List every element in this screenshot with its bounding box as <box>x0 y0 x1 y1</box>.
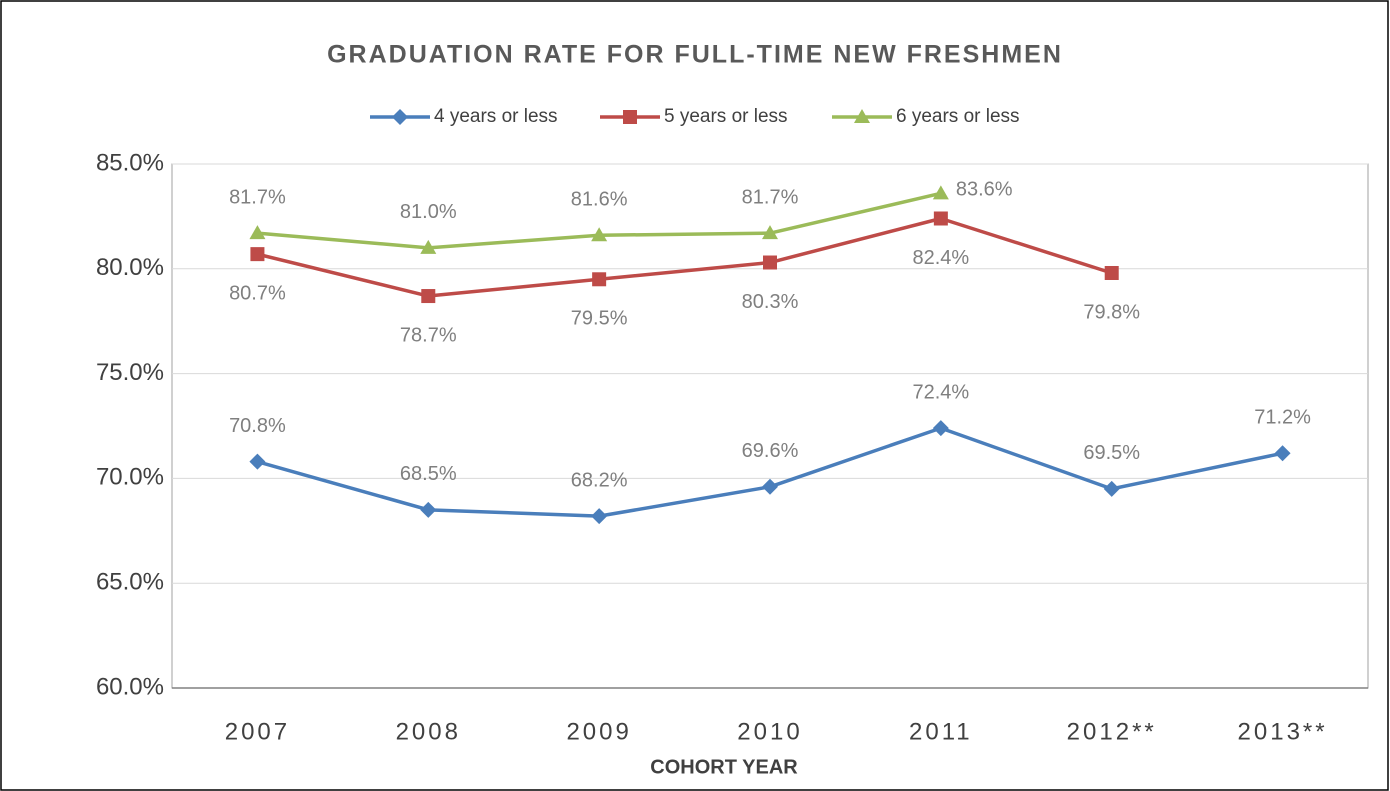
data-point <box>1104 265 1119 280</box>
data-label: 81.6% <box>571 189 628 211</box>
data-point <box>932 420 949 437</box>
data-point <box>1103 480 1120 497</box>
data-point <box>591 227 608 242</box>
data-label: 79.5% <box>571 308 628 330</box>
data-point <box>932 185 949 200</box>
data-point <box>591 508 608 525</box>
x-tick-label: 2008 <box>396 718 461 745</box>
data-label: 79.8% <box>1083 301 1140 323</box>
legend-marker <box>623 110 637 124</box>
data-label: 69.6% <box>742 440 799 462</box>
data-label: 78.7% <box>400 324 457 346</box>
y-tick-label: 70.0% <box>96 464 164 491</box>
data-point <box>762 225 778 240</box>
y-tick-label: 75.0% <box>96 359 164 386</box>
chart-title: GRADUATION RATE FOR FULL-TIME NEW FRESHM… <box>327 41 1063 69</box>
data-point <box>249 453 266 470</box>
legend-label: 5 years or less <box>664 106 788 127</box>
legend-label: 4 years or less <box>434 106 558 127</box>
data-point <box>420 501 437 518</box>
data-label: 68.2% <box>571 469 628 491</box>
y-tick-label: 85.0% <box>96 149 164 176</box>
data-point <box>250 247 265 262</box>
data-label: 81.0% <box>400 201 457 223</box>
y-tick-label: 65.0% <box>96 569 164 596</box>
x-tick-label: 2013** <box>1238 718 1328 745</box>
data-label: 68.5% <box>400 463 457 485</box>
x-tick-label: 2012** <box>1067 718 1157 745</box>
data-label: 69.5% <box>1083 442 1140 464</box>
x-tick-label: 2009 <box>566 718 631 745</box>
data-label: 80.7% <box>229 282 286 304</box>
data-point <box>933 211 948 226</box>
y-tick-label: 80.0% <box>96 254 164 281</box>
data-point <box>763 255 777 270</box>
data-label: 71.2% <box>1254 407 1311 429</box>
x-tick-label: 2011 <box>909 718 973 745</box>
data-label: 80.3% <box>742 291 799 313</box>
legend-marker <box>854 109 870 123</box>
data-point <box>420 239 437 254</box>
x-tick-label: 2010 <box>737 718 802 745</box>
data-point <box>249 225 266 240</box>
legend-label: 6 years or less <box>896 106 1020 127</box>
data-point <box>762 478 778 495</box>
y-tick-label: 60.0% <box>96 673 164 700</box>
data-point <box>421 289 436 304</box>
data-label: 81.7% <box>229 186 286 208</box>
data-point <box>592 272 607 287</box>
data-label: 82.4% <box>912 247 969 269</box>
data-point <box>1274 445 1291 462</box>
data-label: 70.8% <box>229 415 286 437</box>
data-label: 72.4% <box>912 381 969 403</box>
series-line <box>257 216 1113 298</box>
data-label: 83.6% <box>956 179 1013 201</box>
x-axis-title: COHORT YEAR <box>650 756 798 778</box>
x-tick-label: 2007 <box>225 718 290 745</box>
data-label: 81.7% <box>742 186 799 208</box>
legend-marker <box>392 109 408 125</box>
